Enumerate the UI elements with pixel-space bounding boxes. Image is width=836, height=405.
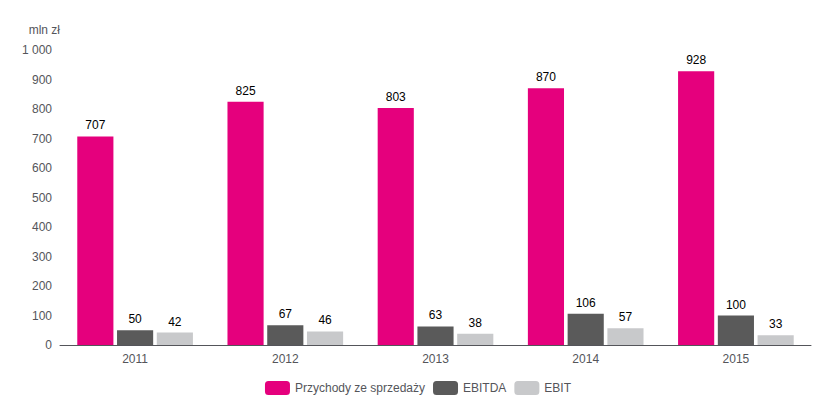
- svg-text:900: 900: [32, 73, 52, 87]
- svg-text:1 000: 1 000: [22, 43, 52, 57]
- svg-text:870: 870: [536, 70, 556, 84]
- svg-text:2011: 2011: [122, 352, 148, 366]
- svg-text:0: 0: [45, 338, 52, 352]
- svg-text:600: 600: [32, 161, 52, 175]
- svg-text:EBIT: EBIT: [544, 381, 571, 395]
- svg-text:33: 33: [769, 317, 783, 331]
- svg-text:67: 67: [279, 307, 293, 321]
- svg-text:38: 38: [469, 316, 483, 330]
- svg-text:50: 50: [128, 312, 142, 326]
- svg-text:200: 200: [32, 279, 52, 293]
- svg-text:500: 500: [32, 191, 52, 205]
- svg-text:EBITDA: EBITDA: [463, 381, 506, 395]
- svg-text:300: 300: [32, 250, 52, 264]
- svg-text:928: 928: [686, 53, 706, 67]
- svg-text:2015: 2015: [723, 352, 750, 366]
- svg-text:400: 400: [32, 220, 52, 234]
- svg-text:2012: 2012: [272, 352, 299, 366]
- svg-text:825: 825: [236, 84, 256, 98]
- svg-text:42: 42: [168, 315, 182, 329]
- svg-text:Przychody ze sprzedaży: Przychody ze sprzedaży: [295, 381, 425, 395]
- svg-text:800: 800: [32, 102, 52, 116]
- svg-text:106: 106: [576, 296, 596, 310]
- svg-text:707: 707: [85, 118, 105, 132]
- svg-text:2014: 2014: [572, 352, 599, 366]
- svg-text:2013: 2013: [422, 352, 449, 366]
- svg-text:803: 803: [386, 90, 406, 104]
- svg-text:100: 100: [32, 309, 52, 323]
- svg-text:63: 63: [429, 308, 443, 322]
- svg-text:46: 46: [318, 313, 332, 327]
- svg-text:mln zł: mln zł: [29, 23, 61, 37]
- svg-text:700: 700: [32, 132, 52, 146]
- svg-text:100: 100: [726, 298, 746, 312]
- svg-text:57: 57: [619, 310, 633, 324]
